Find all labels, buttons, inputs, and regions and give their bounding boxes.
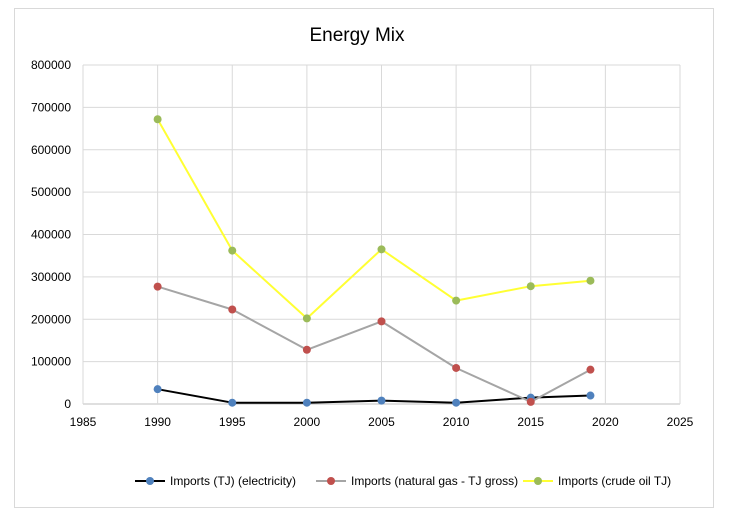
x-tick-label: 2020 bbox=[592, 415, 619, 429]
y-tick-label: 700000 bbox=[31, 100, 71, 114]
data-point bbox=[153, 385, 162, 394]
data-point bbox=[377, 245, 386, 254]
x-tick-label: 2005 bbox=[368, 415, 395, 429]
data-point bbox=[228, 246, 237, 255]
series-points bbox=[153, 115, 595, 407]
y-tick-label: 0 bbox=[64, 397, 71, 411]
y-tick-label: 100000 bbox=[31, 355, 71, 369]
grid-lines bbox=[82, 64, 681, 405]
data-point bbox=[153, 115, 162, 124]
y-tick-label: 200000 bbox=[31, 312, 71, 326]
y-tick-label: 300000 bbox=[31, 270, 71, 284]
y-tick-label: 400000 bbox=[31, 228, 71, 242]
series-line-3 bbox=[156, 118, 591, 320]
data-point bbox=[526, 282, 535, 291]
data-point bbox=[452, 296, 461, 305]
legend-item-2: Imports (natural gas - TJ gross) bbox=[316, 474, 518, 488]
y-tick-label: 500000 bbox=[31, 185, 71, 199]
x-axis-tick-labels: 1985 1990 1995 2000 2005 2010 2015 2020 2025 bbox=[70, 415, 694, 429]
data-point bbox=[302, 314, 311, 323]
y-tick-label: 800000 bbox=[31, 58, 71, 72]
legend-marker-swatch bbox=[146, 477, 154, 485]
legend-marker-swatch bbox=[534, 477, 542, 485]
legend-label: Imports (crude oil TJ) bbox=[558, 474, 671, 488]
data-point bbox=[377, 396, 386, 405]
chart-title: Energy Mix bbox=[309, 25, 405, 46]
y-tick-label: 600000 bbox=[31, 143, 71, 157]
x-tick-label: 1990 bbox=[144, 415, 171, 429]
data-point bbox=[302, 345, 311, 354]
legend-item-3: Imports (crude oil TJ) bbox=[523, 474, 671, 488]
x-tick-label: 1995 bbox=[219, 415, 246, 429]
legend-label: Imports (natural gas - TJ gross) bbox=[351, 474, 518, 488]
legend-item-1: Imports (TJ) (electricity) bbox=[135, 474, 296, 488]
data-point bbox=[153, 282, 162, 291]
x-tick-label: 2025 bbox=[667, 415, 694, 429]
data-point bbox=[302, 398, 311, 407]
x-tick-label: 1985 bbox=[70, 415, 97, 429]
x-tick-label: 2000 bbox=[294, 415, 321, 429]
series-line-2 bbox=[157, 285, 591, 403]
series-lines bbox=[156, 118, 591, 404]
y-axis-tick-labels: 0 100000 200000 300000 400000 500000 600000 700… bbox=[31, 58, 71, 411]
series-line-1 bbox=[157, 388, 591, 404]
chart-frame bbox=[14, 8, 714, 508]
data-point bbox=[452, 398, 461, 407]
data-point bbox=[452, 363, 461, 372]
data-point bbox=[586, 365, 595, 374]
data-point bbox=[377, 317, 386, 326]
data-point bbox=[228, 305, 237, 314]
legend: Imports (TJ) (electricity) Imports (natur… bbox=[135, 474, 671, 488]
x-tick-label: 2010 bbox=[443, 415, 470, 429]
data-point bbox=[228, 398, 237, 407]
x-tick-label: 2015 bbox=[517, 415, 544, 429]
data-point bbox=[526, 397, 535, 406]
data-point bbox=[586, 391, 595, 400]
data-point bbox=[586, 276, 595, 285]
legend-label: Imports (TJ) (electricity) bbox=[170, 474, 296, 488]
legend-marker-swatch bbox=[327, 477, 335, 485]
